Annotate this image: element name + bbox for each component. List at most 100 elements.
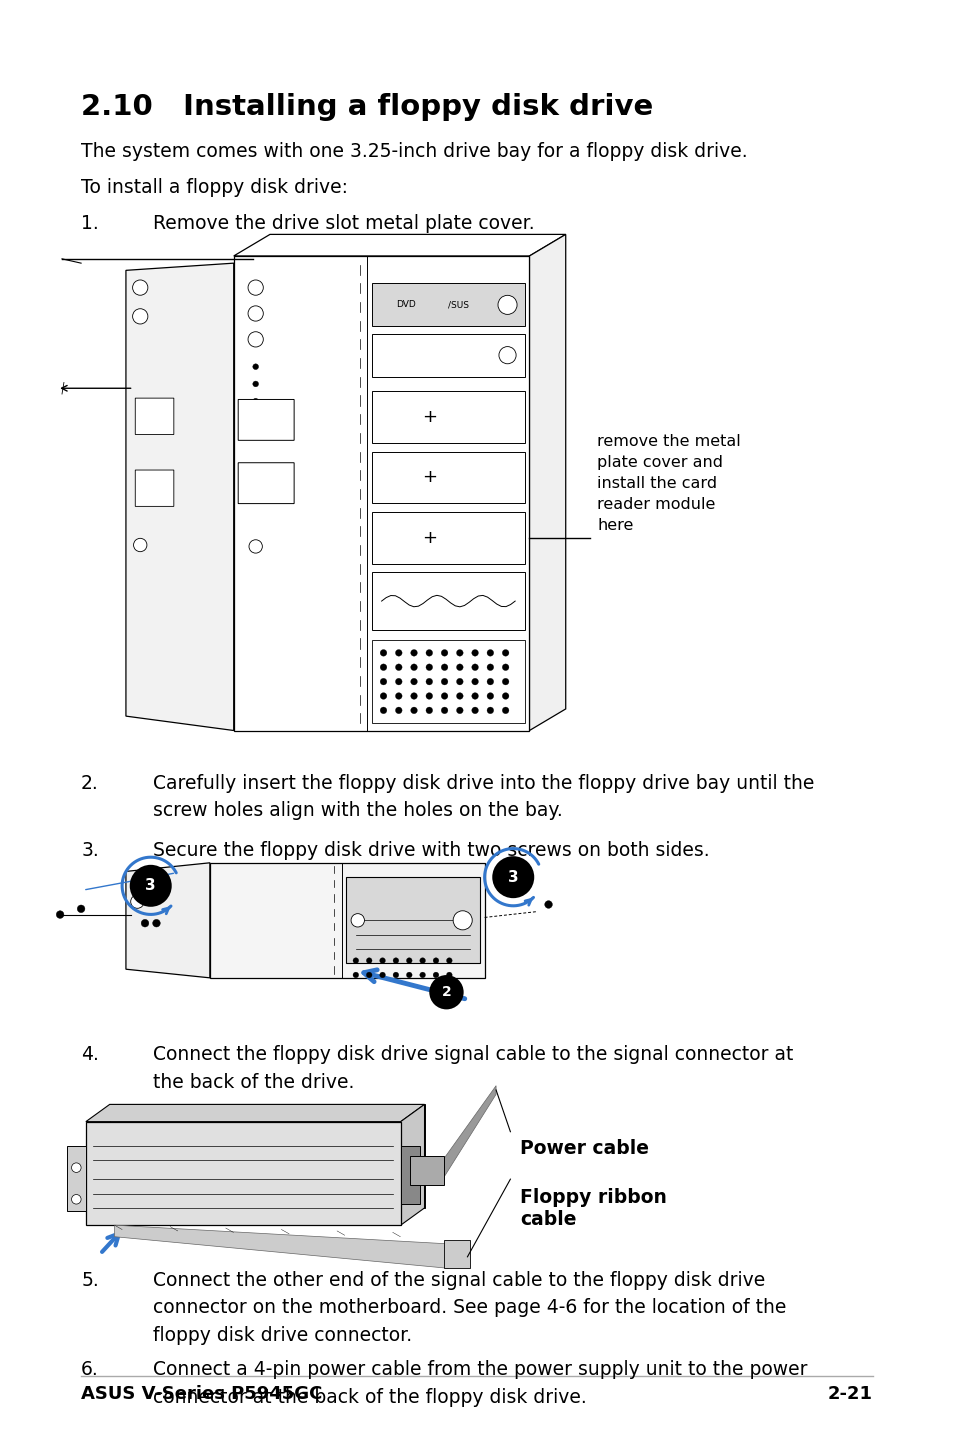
Circle shape bbox=[130, 864, 172, 907]
Circle shape bbox=[379, 972, 385, 978]
Circle shape bbox=[248, 306, 263, 321]
Text: 6.: 6. bbox=[81, 1360, 99, 1379]
Circle shape bbox=[248, 280, 263, 295]
Circle shape bbox=[56, 910, 64, 919]
Text: +: + bbox=[421, 408, 436, 426]
Circle shape bbox=[419, 972, 425, 978]
Text: 4.: 4. bbox=[81, 1045, 99, 1064]
Bar bbox=[372, 334, 524, 377]
FancyBboxPatch shape bbox=[238, 400, 294, 440]
Circle shape bbox=[133, 538, 147, 552]
Text: 2-21: 2-21 bbox=[827, 1385, 872, 1403]
Circle shape bbox=[471, 650, 478, 656]
Bar bbox=[67, 1146, 86, 1211]
Circle shape bbox=[366, 972, 372, 978]
Bar bbox=[372, 572, 524, 630]
Circle shape bbox=[453, 910, 472, 930]
Circle shape bbox=[440, 693, 447, 699]
Circle shape bbox=[379, 707, 387, 713]
Circle shape bbox=[248, 332, 263, 347]
Bar bbox=[372, 283, 524, 326]
Text: To install a floppy disk drive:: To install a floppy disk drive: bbox=[81, 178, 348, 197]
Circle shape bbox=[77, 905, 85, 913]
Text: Connect the other end of the signal cable to the floppy disk drive
connector on : Connect the other end of the signal cabl… bbox=[152, 1271, 785, 1345]
Circle shape bbox=[446, 972, 452, 978]
Circle shape bbox=[71, 1163, 81, 1172]
Text: DVD: DVD bbox=[395, 301, 416, 309]
Circle shape bbox=[471, 664, 478, 670]
Circle shape bbox=[132, 280, 148, 295]
Circle shape bbox=[456, 679, 463, 684]
Circle shape bbox=[353, 958, 358, 963]
Polygon shape bbox=[86, 1122, 400, 1225]
Circle shape bbox=[440, 664, 447, 670]
Text: /SUS: /SUS bbox=[448, 301, 469, 309]
Bar bbox=[346, 877, 479, 963]
Polygon shape bbox=[86, 1104, 424, 1122]
Text: remove the metal
plate cover and
install the card
reader module
here: remove the metal plate cover and install… bbox=[597, 434, 740, 533]
Circle shape bbox=[487, 664, 494, 670]
Bar bbox=[372, 512, 524, 564]
Circle shape bbox=[425, 679, 432, 684]
FancyBboxPatch shape bbox=[238, 463, 294, 503]
Circle shape bbox=[487, 693, 494, 699]
Circle shape bbox=[433, 972, 438, 978]
Circle shape bbox=[131, 894, 144, 909]
Circle shape bbox=[440, 650, 447, 656]
Circle shape bbox=[456, 664, 463, 670]
Bar bbox=[410, 1156, 443, 1185]
Circle shape bbox=[425, 693, 432, 699]
Circle shape bbox=[425, 707, 432, 713]
Circle shape bbox=[501, 693, 509, 699]
Circle shape bbox=[419, 958, 425, 963]
Circle shape bbox=[425, 650, 432, 656]
Text: 3: 3 bbox=[145, 879, 156, 893]
Text: 2.: 2. bbox=[81, 774, 99, 792]
Bar bbox=[210, 863, 484, 978]
Polygon shape bbox=[233, 256, 529, 731]
Circle shape bbox=[379, 679, 387, 684]
Circle shape bbox=[351, 913, 364, 928]
Circle shape bbox=[433, 958, 438, 963]
Circle shape bbox=[492, 856, 534, 899]
Text: The system comes with one 3.25-inch drive bay for a floppy disk drive.: The system comes with one 3.25-inch driv… bbox=[81, 142, 747, 161]
Text: Remove the drive slot metal plate cover.: Remove the drive slot metal plate cover. bbox=[152, 214, 534, 233]
Bar bbox=[443, 1240, 470, 1268]
Polygon shape bbox=[233, 234, 565, 256]
Circle shape bbox=[501, 679, 509, 684]
Bar bbox=[372, 391, 524, 443]
Circle shape bbox=[406, 972, 412, 978]
Circle shape bbox=[410, 679, 416, 684]
Polygon shape bbox=[126, 863, 210, 978]
Circle shape bbox=[253, 398, 258, 404]
Polygon shape bbox=[443, 1086, 496, 1178]
Circle shape bbox=[395, 650, 401, 656]
Circle shape bbox=[395, 693, 401, 699]
Circle shape bbox=[501, 664, 509, 670]
Circle shape bbox=[410, 650, 416, 656]
Circle shape bbox=[501, 650, 509, 656]
Circle shape bbox=[487, 650, 494, 656]
Circle shape bbox=[395, 707, 401, 713]
Text: ASUS V-Series P5945GC: ASUS V-Series P5945GC bbox=[81, 1385, 322, 1403]
Text: +: + bbox=[421, 529, 436, 546]
Circle shape bbox=[253, 364, 258, 370]
Circle shape bbox=[353, 972, 358, 978]
Circle shape bbox=[440, 707, 447, 713]
Circle shape bbox=[366, 958, 372, 963]
Polygon shape bbox=[110, 1104, 424, 1208]
Text: 3.: 3. bbox=[81, 841, 99, 860]
Polygon shape bbox=[529, 234, 565, 731]
Text: +: + bbox=[421, 469, 436, 486]
Circle shape bbox=[456, 650, 463, 656]
Circle shape bbox=[152, 919, 160, 928]
Polygon shape bbox=[126, 263, 233, 731]
Circle shape bbox=[379, 693, 387, 699]
Text: Connect a 4-pin power cable from the power supply unit to the power
connector at: Connect a 4-pin power cable from the pow… bbox=[152, 1360, 806, 1406]
Circle shape bbox=[487, 679, 494, 684]
Circle shape bbox=[410, 693, 416, 699]
Text: Secure the floppy disk drive with two screws on both sides.: Secure the floppy disk drive with two sc… bbox=[152, 841, 708, 860]
Text: Connect the floppy disk drive signal cable to the signal connector at
the back o: Connect the floppy disk drive signal cab… bbox=[152, 1045, 792, 1091]
Circle shape bbox=[379, 958, 385, 963]
Circle shape bbox=[429, 975, 463, 1009]
